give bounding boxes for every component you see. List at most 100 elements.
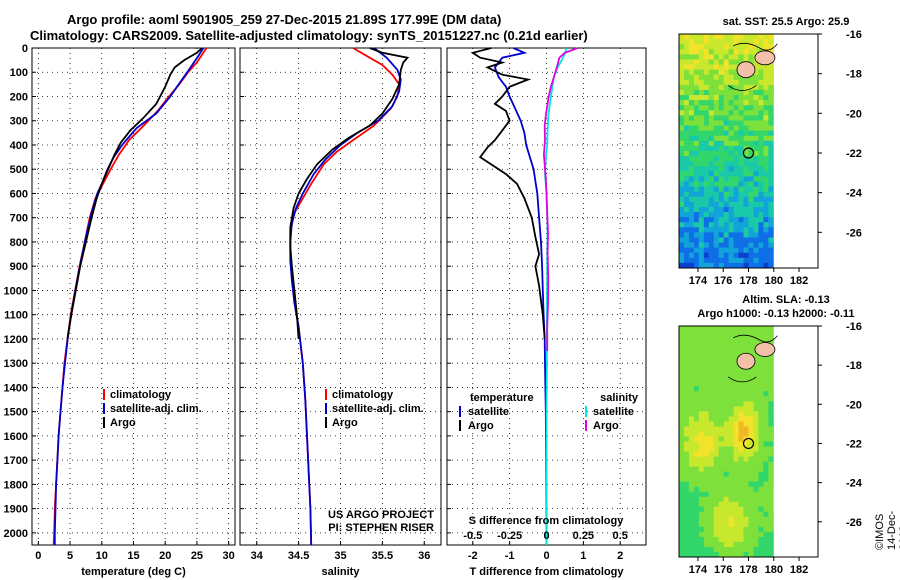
map-cell	[758, 222, 764, 228]
map-cell	[738, 346, 744, 352]
map-cell	[768, 89, 774, 96]
map-cell	[693, 125, 700, 132]
map-cell	[743, 186, 749, 193]
map-cell	[708, 396, 715, 402]
map-cell	[688, 451, 695, 457]
map-cell	[683, 120, 690, 126]
map-cell	[713, 59, 720, 65]
map-cell	[738, 120, 744, 126]
map-cell	[693, 54, 700, 60]
map-cell	[698, 531, 705, 538]
map-cell	[718, 366, 725, 372]
map-cell	[748, 89, 754, 96]
map-cell	[679, 511, 685, 518]
map-cell	[718, 222, 725, 228]
map-cell	[738, 222, 744, 228]
map-cell	[758, 476, 764, 483]
map-cell	[703, 481, 710, 488]
map-cell	[718, 401, 725, 407]
map-cell	[733, 356, 739, 362]
map-cell	[753, 125, 759, 132]
map-cell	[679, 451, 685, 457]
map-cell	[718, 381, 725, 387]
map-cell	[718, 100, 725, 106]
map-cell	[703, 341, 710, 347]
map-cell	[763, 396, 769, 402]
map-cell	[679, 44, 685, 50]
x-tick-label: 35.5	[372, 550, 393, 562]
map-cell	[728, 120, 734, 126]
map-cell	[703, 125, 710, 132]
map-cell	[703, 171, 710, 177]
map-cell	[748, 386, 754, 392]
map-cell	[718, 39, 725, 45]
map-cell	[758, 531, 764, 538]
map-cell	[718, 361, 725, 367]
map-cell	[708, 151, 715, 157]
map-cell	[728, 426, 734, 432]
map-cell	[708, 371, 715, 377]
map-cell	[738, 521, 744, 528]
map-cell	[688, 84, 695, 91]
map-cell	[708, 366, 715, 372]
map-cell	[763, 476, 769, 483]
map-cell	[753, 227, 759, 233]
map-cell	[753, 336, 759, 342]
map-cell	[738, 151, 744, 157]
map-cell	[698, 176, 705, 182]
map-cell	[733, 411, 739, 417]
map-cell	[738, 186, 744, 193]
map-cell	[758, 496, 764, 503]
map-cell	[718, 201, 725, 208]
map-cell	[703, 331, 710, 337]
map-cell	[679, 89, 685, 96]
map-cell	[688, 446, 695, 452]
map-cell	[688, 100, 695, 106]
footnote-line: US ARGO PROJECT	[328, 509, 434, 521]
map-cell	[698, 391, 705, 397]
map-cell	[728, 201, 734, 208]
map-cell	[733, 416, 739, 422]
map-cell	[728, 486, 734, 493]
map-cell	[768, 511, 774, 518]
map-cell	[688, 331, 695, 337]
map-cell	[753, 115, 759, 121]
x-axis-label: salinity	[322, 566, 361, 578]
map-cell	[688, 491, 695, 498]
map-cell	[708, 481, 715, 488]
map-cell	[728, 551, 734, 558]
map-cell	[733, 391, 739, 397]
map-cell	[748, 140, 754, 147]
map-cell	[708, 74, 715, 81]
map-cell	[763, 496, 769, 503]
map-cell	[679, 110, 685, 116]
map-cell	[738, 44, 744, 50]
map-cell	[723, 135, 730, 142]
map-cell	[728, 49, 734, 55]
map-cell	[723, 441, 730, 447]
map-cell	[748, 341, 754, 347]
map-cell	[738, 105, 744, 111]
legend-label: salinity	[600, 392, 639, 404]
map-cell	[718, 135, 725, 142]
map-cell	[683, 491, 690, 498]
map-cell	[693, 346, 700, 352]
map-cell	[723, 356, 730, 362]
map-cell	[723, 396, 730, 402]
map-cell	[738, 491, 744, 498]
map-cell	[728, 156, 734, 162]
map-cell	[758, 451, 764, 457]
map-cell	[713, 426, 720, 432]
x-axis-label: T difference from climatology	[469, 566, 624, 578]
map-cell	[679, 69, 685, 76]
map-cell	[718, 232, 725, 238]
map-cell	[683, 376, 690, 382]
map-cell	[768, 336, 774, 342]
map-cell	[703, 151, 710, 157]
map-cell	[688, 381, 695, 387]
legend-label: Argo	[332, 417, 358, 429]
map-cell	[703, 89, 710, 96]
map-cell	[743, 461, 749, 468]
map-cell	[728, 130, 734, 137]
map-cell	[679, 386, 685, 392]
